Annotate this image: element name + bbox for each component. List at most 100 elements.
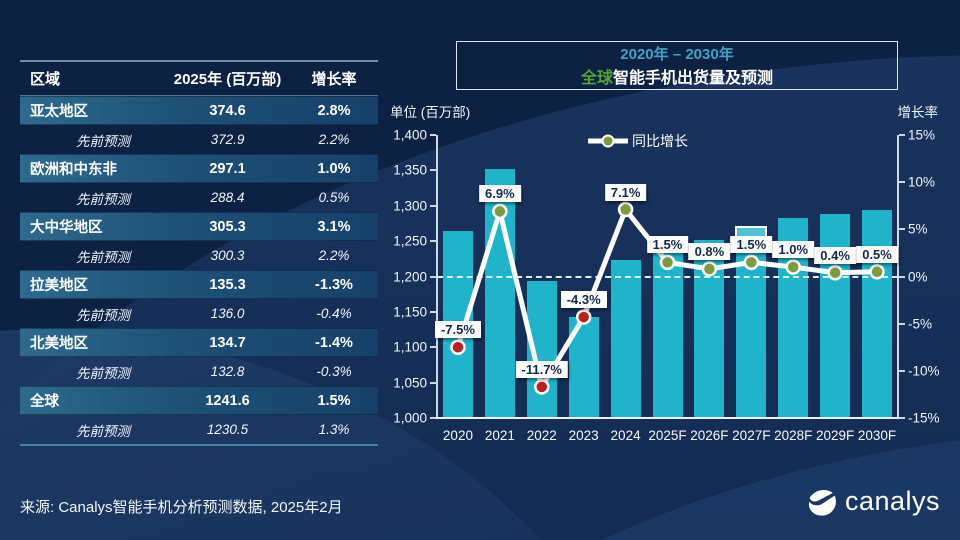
right-axis-tick-label: 5% <box>908 221 928 237</box>
left-axis-title: 单位 (百万部) <box>390 105 471 120</box>
left-axis-tick <box>430 346 436 349</box>
region-name: 大中华地区 <box>30 220 103 236</box>
table-row-previous-forecast-5: 先前预测 1230.5 1.3% <box>20 415 378 444</box>
right-axis-title: 增长率 <box>897 105 939 120</box>
right-axis-line <box>897 135 899 418</box>
growth-dot-2027F <box>743 254 760 271</box>
left-axis-tick <box>430 204 436 207</box>
previous-value: 288.4 <box>210 190 245 205</box>
growth-data-label-2028F: 1.0% <box>772 241 815 259</box>
right-axis-tick <box>899 275 905 278</box>
region-value: 305.3 <box>209 218 246 235</box>
growth-dot-2022 <box>534 379 550 395</box>
right-axis-tick-label: 15% <box>908 127 936 143</box>
region-value: 374.6 <box>209 102 246 119</box>
table-row-region-2: 大中华地区 305.3 3.1% <box>20 212 378 241</box>
header-growth: 增长率 <box>311 71 357 88</box>
growth-data-label-2022: -11.7% <box>515 360 569 378</box>
right-axis-tick <box>899 417 905 419</box>
region-value: 1241.6 <box>205 392 250 409</box>
region-value: 134.7 <box>209 334 246 351</box>
region-growth: 2.8% <box>317 102 351 119</box>
x-axis-label-2020: 2020 <box>442 428 473 443</box>
region-growth: -1.4% <box>315 334 353 351</box>
chart-title-main: 全球智能手机出货量及预测 <box>457 67 897 91</box>
growth-dot-2024 <box>617 201 634 218</box>
growth-dot-2028F <box>785 259 801 275</box>
left-axis-tick <box>430 240 436 243</box>
left-axis-tick-label: 1,000 <box>393 410 427 426</box>
chart-title-highlight: 全球 <box>580 69 613 87</box>
table-row-region-4: 北美地区 134.7 -1.4% <box>20 328 378 357</box>
regional-forecast-table: 区域 2025年 (百万部) 增长率 亚太地区 374.6 2.8% 先前预测 372.… <box>20 60 378 446</box>
growth-data-label-2030F: 0.5% <box>856 245 898 263</box>
left-axis-tick <box>430 417 436 419</box>
right-axis-tick <box>899 322 905 325</box>
growth-data-label-2025F: 1.5% <box>646 236 689 254</box>
table-row-previous-forecast-2: 先前预测 300.3 2.2% <box>20 241 378 270</box>
table-row-region-5: 全球 1241.6 1.5% <box>20 386 378 415</box>
previous-growth: 1.3% <box>318 422 350 437</box>
right-axis-tick-label: 0% <box>908 269 928 284</box>
previous-forecast-label: 先前预测 <box>76 191 130 207</box>
canalys-logo: canalys <box>805 486 940 517</box>
header-2025-value: 2025年 (百万部) <box>173 71 282 88</box>
growth-data-label-2024: 7.1% <box>604 183 647 201</box>
right-axis-tick <box>899 134 905 136</box>
region-name: 北美地区 <box>30 336 88 352</box>
chart-title-rest: 智能手机出货量及预测 <box>613 69 774 87</box>
previous-value: 300.3 <box>210 248 245 263</box>
previous-forecast-label: 先前预测 <box>76 133 130 149</box>
previous-forecast-label: 先前预测 <box>76 365 130 381</box>
region-name: 全球 <box>30 394 59 410</box>
region-name: 亚太地区 <box>30 104 88 120</box>
table-bottom-rule <box>20 444 378 446</box>
previous-forecast-label: 先前预测 <box>76 249 130 265</box>
left-axis-tick <box>430 381 436 384</box>
canalys-logo-text: canalys <box>844 486 940 516</box>
previous-growth: 2.2% <box>318 248 350 263</box>
region-name: 欧洲和中东非 <box>30 162 117 178</box>
growth-data-label-2029F: 0.4% <box>814 246 856 264</box>
table-row-region-3: 拉美地区 135.3 -1.3% <box>20 270 378 299</box>
left-axis-tick-label: 1,050 <box>393 375 427 391</box>
previous-forecast-label: 先前预测 <box>76 423 130 439</box>
growth-data-label-2027F: 1.5% <box>730 236 773 254</box>
left-axis-tick-label: 1,400 <box>393 127 427 143</box>
table-row-previous-forecast-0: 先前预测 372.9 2.2% <box>20 125 378 154</box>
previous-value: 132.8 <box>210 364 245 379</box>
right-axis-tick <box>899 228 905 231</box>
previous-value: 1230.5 <box>206 422 249 437</box>
table-row-previous-forecast-1: 先前预测 288.4 0.5% <box>20 183 378 212</box>
x-axis-label-2030F: 2030F <box>857 428 897 443</box>
previous-forecast-label: 先前预测 <box>76 307 130 323</box>
legend-line-marker-icon <box>588 134 628 148</box>
x-axis-label-2027F: 2027F <box>732 428 771 443</box>
growth-data-label-2021: 6.9% <box>479 185 521 203</box>
source-note: 来源: Canalys智能手机分析预测数据, 2025年2月 <box>20 499 343 516</box>
region-value: 297.1 <box>209 160 246 177</box>
left-axis-tick-label: 1,100 <box>393 339 427 355</box>
x-axis-label-2026F: 2026F <box>690 428 729 443</box>
canalys-logo-icon <box>808 489 836 516</box>
left-axis-tick-label: 1,150 <box>393 304 427 320</box>
growth-dot-2020 <box>450 339 466 355</box>
growth-dot-2025F <box>659 254 676 271</box>
growth-data-label-2023: -4.3% <box>560 291 607 309</box>
growth-dot-2029F <box>827 264 843 281</box>
growth-dot-2030F <box>869 264 885 280</box>
region-growth: -1.3% <box>315 276 353 293</box>
table-row-previous-forecast-3: 先前预测 136.0 -0.4% <box>20 299 378 328</box>
x-axis-label-2024: 2024 <box>610 428 641 443</box>
previous-growth: 2.2% <box>318 132 350 147</box>
region-value: 135.3 <box>209 276 246 293</box>
forecast-table-rows: 亚太地区 374.6 2.8% 先前预测 372.9 2.2% 欧洲和中东非 297.1 1.0… <box>20 96 378 444</box>
left-axis-tick-label: 1,250 <box>393 233 427 249</box>
x-axis-label-2025F: 2025F <box>648 428 687 443</box>
right-axis-tick-label: -5% <box>908 316 933 332</box>
header-region: 区域 <box>30 71 61 88</box>
region-growth: 1.0% <box>317 160 351 177</box>
legend-label: 同比增长 <box>632 133 688 149</box>
